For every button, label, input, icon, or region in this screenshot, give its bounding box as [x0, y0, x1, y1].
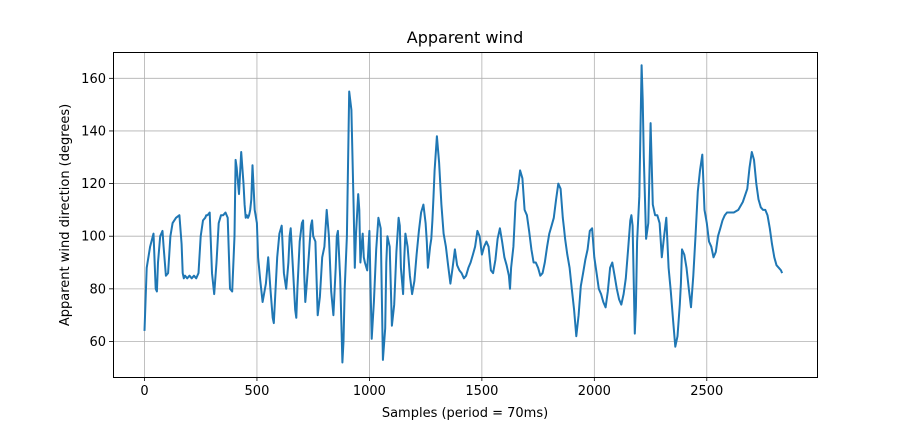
plot-frame: [113, 52, 818, 378]
x-axis-ticks: 0 500 1000 1500 2000 2500: [140, 377, 723, 399]
y-tick-label: 120: [81, 177, 106, 192]
x-tick-label: 500: [245, 384, 270, 399]
x-tick-label: 1000: [353, 384, 386, 399]
x-tick-label: 2000: [578, 384, 611, 399]
y-tick-label: 140: [81, 124, 106, 139]
y-axis-ticks: 60 80 100 120 140 160: [81, 72, 113, 350]
series-line-apparent-wind: [143, 64, 784, 364]
grid: [113, 52, 817, 377]
y-axis-label: Apparent wind direction (degrees): [58, 104, 73, 326]
x-axis-label: Samples (period = 70ms): [382, 406, 548, 421]
x-tick-label: 2500: [690, 384, 723, 399]
y-tick-label: 160: [81, 72, 106, 87]
y-tick-label: 100: [81, 230, 106, 245]
chart-title: Apparent wind: [407, 28, 523, 47]
x-tick-label: 0: [140, 384, 148, 399]
y-tick-label: 60: [89, 335, 106, 350]
x-tick-label: 1500: [465, 384, 498, 399]
y-tick-label: 80: [89, 282, 106, 297]
